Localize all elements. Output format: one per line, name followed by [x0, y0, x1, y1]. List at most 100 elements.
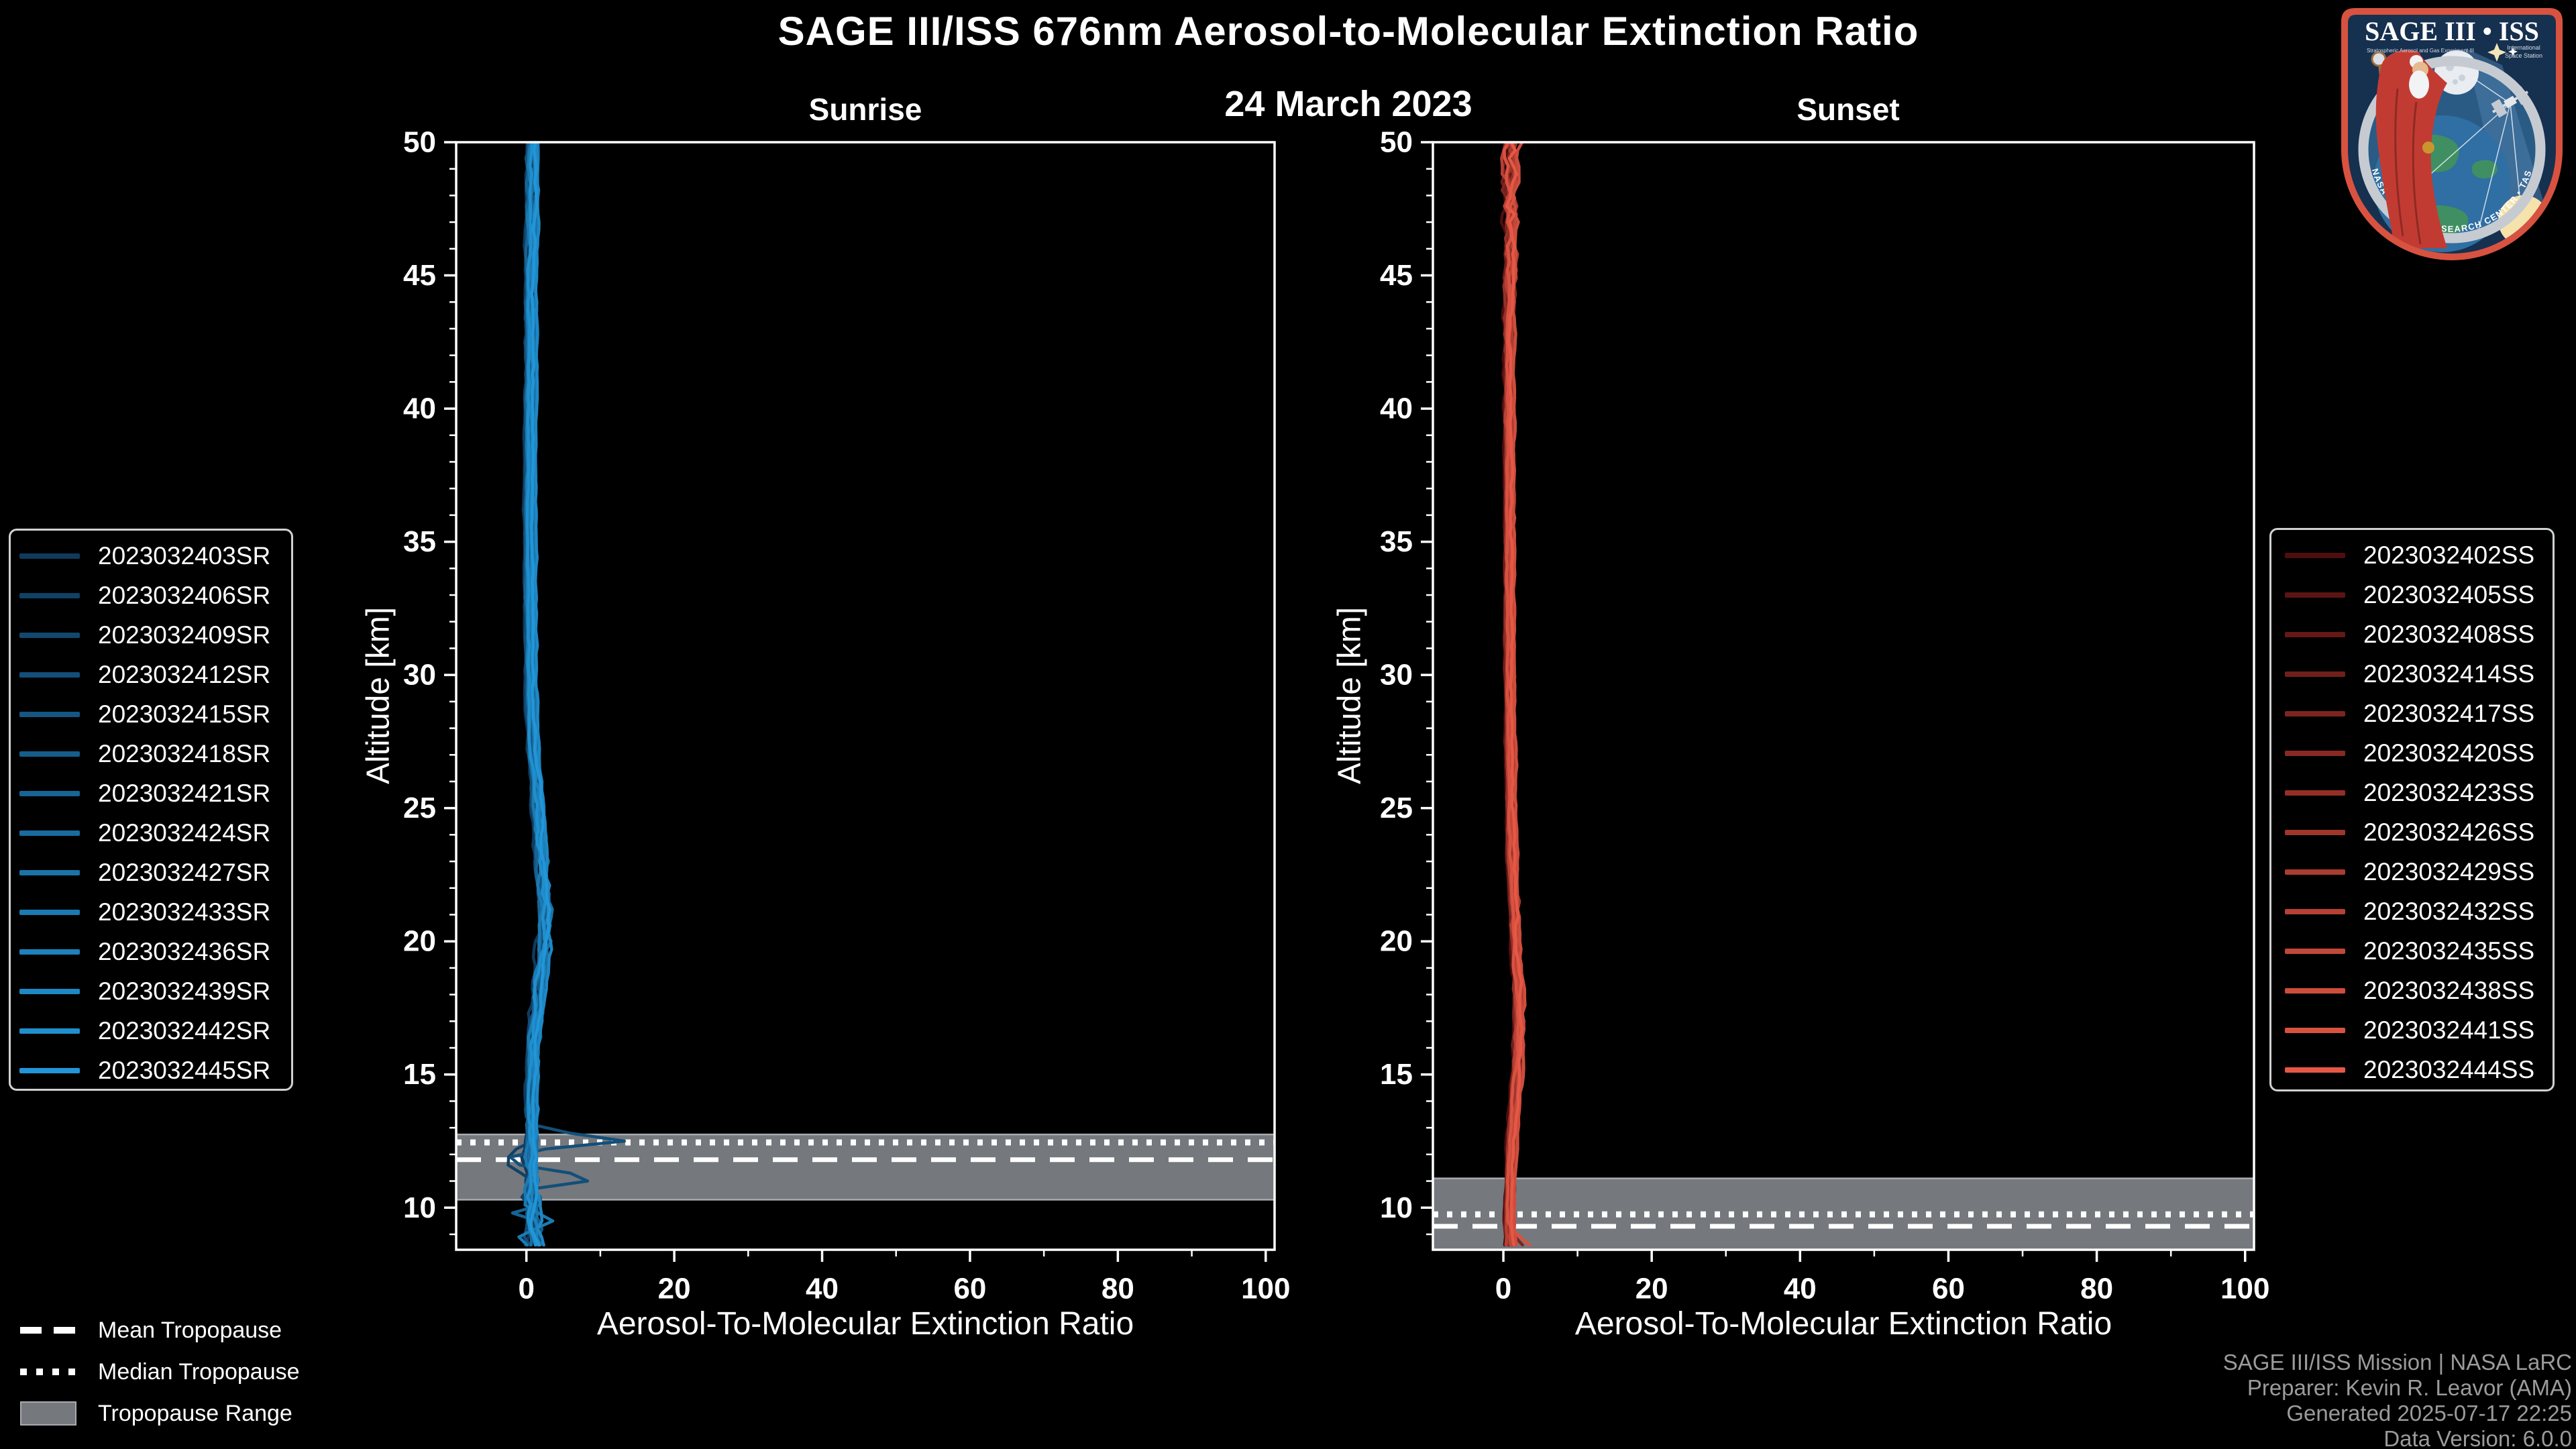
legend-swatch-line: [2285, 948, 2345, 954]
logo-earth-land: [2471, 160, 2498, 178]
legend-swatch-line: [2285, 631, 2345, 637]
legend-item: 2023032436SR: [11, 932, 291, 971]
y-tick-label: 45: [403, 259, 436, 292]
logo-star: [2487, 43, 2506, 62]
legend-item: 2023032442SR: [11, 1011, 291, 1051]
legend-item: 2023032405SS: [2271, 575, 2553, 614]
legend-label: 2023032439SR: [98, 977, 271, 1005]
legend-label: 2023032417SS: [2363, 699, 2535, 727]
legend-item: 2023032421SR: [11, 773, 291, 813]
x-tick-label: 0: [1495, 1273, 1511, 1305]
legend-item: 2023032445SR: [11, 1051, 291, 1090]
legend-swatch-line: [19, 830, 80, 836]
legend-swatch-line: [19, 553, 80, 559]
legend-label: 2023032426SS: [2363, 818, 2535, 846]
legend-label: 2023032409SR: [98, 621, 271, 649]
sunrise-series-legend: 2023032403SR 2023032406SR 2023032409SR 2023…: [9, 529, 293, 1091]
legend-label: 2023032420SS: [2363, 739, 2535, 767]
legend-item: 2023032415SR: [11, 694, 291, 734]
legend-label: 2023032406SR: [98, 581, 271, 609]
profile-line-2023032442SR: [525, 142, 547, 1247]
legend-swatch-line: [19, 988, 80, 994]
tropopause-legend-swatch-dashed: [20, 1327, 76, 1334]
y-axis-label-sunrise: Altitude [km]: [360, 606, 396, 785]
legend-label: 2023032441SS: [2363, 1016, 2535, 1044]
logo-subtitle-right: International: [2507, 44, 2540, 51]
legend-item: 2023032409SR: [11, 615, 291, 655]
legend-label: 2023032435SS: [2363, 936, 2535, 965]
credit-line: SAGE III/ISS Mission | NASA LaRC: [2222, 1350, 2572, 1375]
x-axis-label-sunrise: Aerosol-To-Molecular Extinction Ratio: [596, 1306, 1134, 1342]
panel-title-sunset: Sunset: [1796, 92, 1900, 127]
x-tick-label: 0: [518, 1273, 534, 1305]
x-tick-label: 20: [1635, 1273, 1668, 1305]
y-tick-label: 30: [403, 659, 436, 692]
y-tick-label: 25: [1380, 792, 1413, 824]
y-tick-label: 35: [403, 525, 436, 558]
profile-line-2023032445SR: [529, 142, 551, 1247]
legend-label: 2023032424SR: [98, 818, 271, 847]
legend-item: 2023032406SR: [11, 576, 291, 615]
legend-swatch-line: [19, 949, 80, 955]
legend-swatch-line: [2285, 710, 2345, 716]
legend-item: 2023032412SR: [11, 655, 291, 694]
legend-item: 2023032426SS: [2271, 812, 2553, 852]
profile-line-2023032444SS: [1505, 142, 1523, 1247]
legend-item: 2023032441SS: [2271, 1010, 2553, 1050]
sage-iss-logo: BALL • NASA LANGLEY RESEARCH CENTER • TA…: [2341, 8, 2563, 260]
logo-sight-line: [2510, 103, 2522, 211]
legend-item: 2023032403SR: [11, 536, 291, 576]
credit-line: Preparer: Kevin R. Leavor (AMA): [2247, 1375, 2572, 1400]
legend-item: 2023032424SR: [11, 813, 291, 853]
logo-moon-crater: [2459, 74, 2465, 81]
legend-swatch-line: [2285, 790, 2345, 796]
panel-title-sunrise: Sunrise: [808, 92, 922, 127]
legend-item: 2023032438SS: [2271, 971, 2553, 1010]
legend-label: 2023032429SS: [2363, 857, 2535, 885]
tropopause-legend: Mean Tropopause Median Tropopause Tropopau…: [20, 1309, 300, 1434]
legend-item: 2023032423SS: [2271, 773, 2553, 812]
logo-sight-line: [2472, 77, 2511, 104]
legend-swatch-line: [2285, 750, 2345, 756]
legend-label: 2023032433SR: [98, 898, 271, 926]
profile-line-2023032438SS: [1510, 142, 1527, 1247]
y-tick-label: 25: [403, 792, 436, 824]
legend-swatch-line: [2285, 592, 2345, 598]
y-tick-label: 10: [1380, 1191, 1413, 1224]
legend-item: 2023032433SR: [11, 892, 291, 932]
profile-line-2023032439SR: [533, 142, 553, 1247]
profile-line-2023032441SS: [1503, 142, 1532, 1247]
legend-item: 2023032429SS: [2271, 852, 2553, 892]
legend-label: 2023032418SR: [98, 739, 271, 767]
legend-label: 2023032415SR: [98, 700, 271, 728]
legend-swatch-line: [19, 751, 80, 757]
legend-item: 2023032414SS: [2271, 654, 2553, 694]
legend-swatch-line: [2285, 552, 2345, 558]
logo-title: SAGE III • ISS: [2365, 16, 2539, 46]
logo-moon-crater: [2453, 79, 2458, 85]
y-tick-label: 10: [403, 1191, 436, 1224]
x-tick-label: 20: [658, 1273, 691, 1305]
legend-swatch-line: [2285, 908, 2345, 914]
x-tick-label: 60: [953, 1273, 986, 1305]
legend-swatch-line: [2285, 671, 2345, 677]
tropopause-legend-label: Tropopause Range: [98, 1400, 292, 1426]
legend-label: 2023032423SS: [2363, 778, 2535, 806]
sunset-plot: 0 20 40 60 80 100 50 45 40 35 30 25 20 15 10: [1380, 126, 2269, 1305]
legend-label: 2023032403SR: [98, 541, 271, 570]
legend-label: 2023032414SS: [2363, 659, 2535, 688]
x-tick-label: 60: [1932, 1273, 1965, 1305]
credit-text: SAGE III/ISS Mission | NASA LaRC Preparer…: [2223, 1350, 2572, 1449]
legend-swatch-line: [2285, 987, 2345, 994]
x-tick-label: 100: [1241, 1273, 1290, 1305]
tropopause-legend-label: Mean Tropopause: [98, 1317, 282, 1343]
tropopause-legend-label: Median Tropopause: [98, 1358, 300, 1385]
legend-swatch-line: [2285, 829, 2345, 835]
x-tick-label: 40: [806, 1273, 839, 1305]
legend-label: 2023032442SR: [98, 1016, 271, 1044]
legend-swatch-line: [19, 909, 80, 915]
logo-father-time-figure: [2371, 50, 2447, 248]
legend-item: 2023032432SS: [2271, 892, 2553, 931]
legend-swatch-line: [19, 711, 80, 717]
